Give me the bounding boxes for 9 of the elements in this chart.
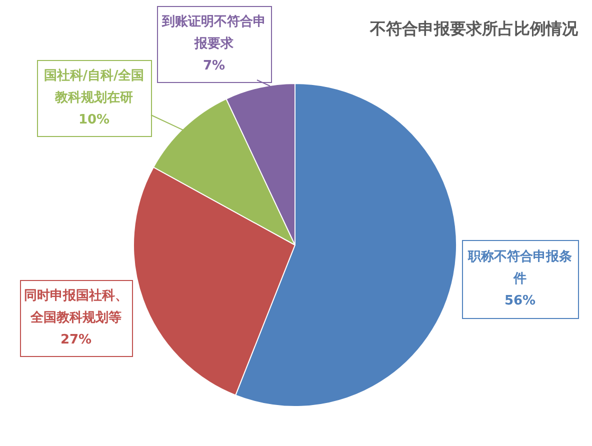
slice-label: 同时申报国社科、全国教科规划等: [24, 287, 128, 326]
slice-label: 到账证明不符合申报要求: [161, 13, 266, 52]
slice-label: 职称不符合申报条件: [467, 248, 572, 286]
data-label: 7%: [202, 58, 226, 74]
slice-label: 国社科/自科/全国教科规划在研: [44, 67, 144, 106]
chart-title: 不符合申报要求所占比例情况: [369, 19, 579, 38]
data-label: 27%: [60, 332, 92, 348]
data-label: 10%: [78, 112, 110, 128]
data-label: 56%: [504, 293, 536, 308]
